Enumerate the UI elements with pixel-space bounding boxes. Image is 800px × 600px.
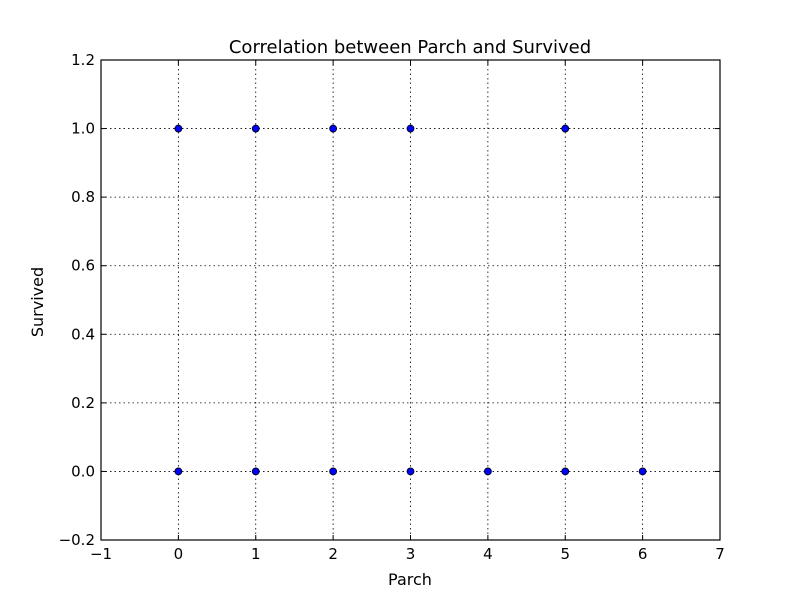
plot-frame bbox=[100, 59, 721, 541]
data-point bbox=[638, 467, 647, 476]
y-tick-label: −0.2 bbox=[59, 531, 95, 549]
data-point bbox=[174, 467, 183, 476]
data-point bbox=[561, 124, 570, 133]
x-tick-label: −1 bbox=[90, 545, 112, 563]
grid bbox=[101, 60, 720, 540]
x-tick-label: 0 bbox=[174, 545, 184, 563]
data-point bbox=[406, 467, 415, 476]
ticks: −1 0 1 2 3 4 5 6 7 −0.2 0.0 0.2 0.4 0.6 0.8 1.0 1.2 bbox=[59, 51, 725, 563]
y-tick-label: 0.4 bbox=[71, 325, 95, 343]
data-point bbox=[406, 124, 415, 133]
x-tick-label: 7 bbox=[715, 545, 725, 563]
x-axis-label: Parch bbox=[388, 570, 432, 589]
x-tick-label: 1 bbox=[251, 545, 261, 563]
x-tick-label: 5 bbox=[560, 545, 570, 563]
data-point bbox=[561, 467, 570, 476]
data-point bbox=[329, 124, 338, 133]
y-tick-label: 1.0 bbox=[71, 120, 95, 138]
data-point bbox=[483, 467, 492, 476]
x-tick-label: 2 bbox=[328, 545, 338, 563]
y-tick-label: 0.6 bbox=[71, 257, 95, 275]
data-points bbox=[174, 124, 647, 476]
x-tick-label: 6 bbox=[638, 545, 648, 563]
y-tick-label: 0.2 bbox=[71, 394, 95, 412]
y-tick-label: 1.2 bbox=[71, 51, 95, 69]
data-point bbox=[174, 124, 183, 133]
x-tick-label: 4 bbox=[483, 545, 493, 563]
y-tick-label: 0.0 bbox=[71, 462, 95, 480]
y-tick-label: 0.8 bbox=[71, 188, 95, 206]
data-point bbox=[329, 467, 338, 476]
data-point bbox=[251, 124, 260, 133]
y-axis-label: Survived bbox=[28, 267, 47, 337]
chart-title: Correlation between Parch and Survived bbox=[229, 37, 591, 58]
x-tick-label: 3 bbox=[406, 545, 416, 563]
data-point bbox=[251, 467, 260, 476]
